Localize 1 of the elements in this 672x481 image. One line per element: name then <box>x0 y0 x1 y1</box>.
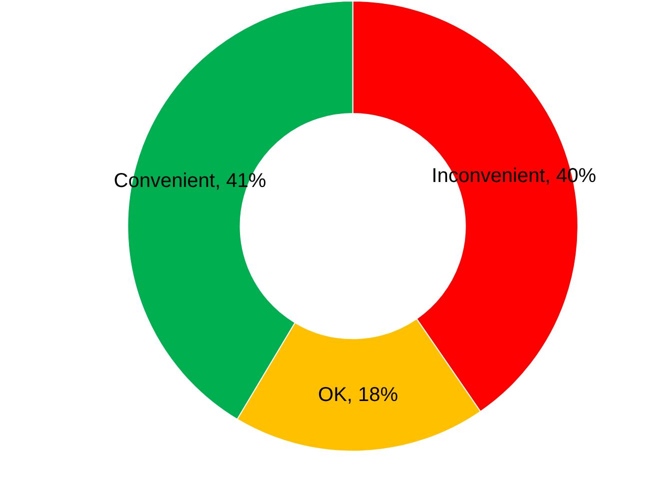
slice-label: OK, 18% <box>318 384 398 406</box>
